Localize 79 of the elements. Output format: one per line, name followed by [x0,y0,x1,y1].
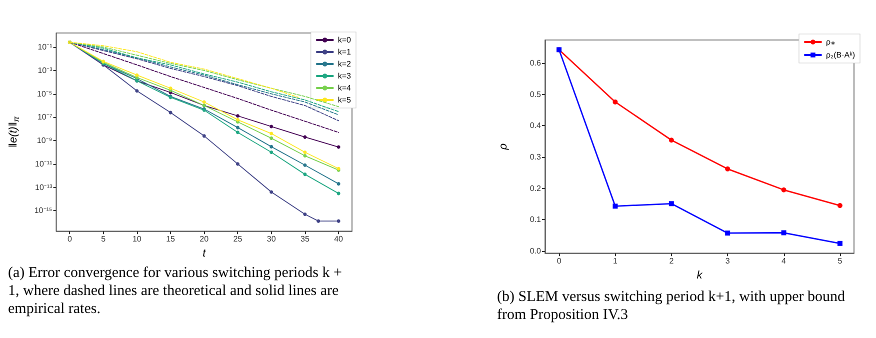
y-tick-label: 10⁻¹³ [35,182,53,192]
point [270,150,274,154]
point [837,240,842,246]
point [781,187,786,192]
y-tick-label: 0.0 [530,246,542,256]
point [781,230,786,236]
y-tick-label: 0.2 [530,184,542,193]
y-tick-label: 0.6 [530,58,542,68]
x-axis-title: t [202,248,207,260]
y-axis-title: ‖e(t)‖π [8,116,21,148]
x-tick-label: 15 [166,234,176,244]
point [135,89,139,93]
y-tick-label: 10⁻¹⁵ [34,206,52,216]
point [668,201,674,206]
y-tick-label: 10⁻⁷ [37,112,52,122]
y-tick-label: 0.4 [530,121,542,130]
x-axis-title: k [696,270,703,282]
point [725,166,730,172]
point [236,126,240,130]
x-tick-label: 40 [334,234,344,244]
legend-label: k=2 [338,60,352,68]
legend-label: k=3 [338,72,352,80]
y-tick-label: 10⁻⁹ [36,136,52,146]
point [303,150,307,154]
x-tick-label: 20 [200,234,210,244]
y-axis-title: ρ [498,143,510,151]
x-tick-label: 1 [613,256,618,266]
point [270,124,274,128]
x-tick-label: 2 [669,256,674,266]
point [236,162,240,166]
y-tick-label: 10⁻¹¹ [35,159,53,168]
point [236,114,240,118]
x-tick-label: 5 [101,234,106,244]
point [837,203,842,208]
point [303,154,307,158]
point [336,145,340,149]
y-tick-label: 0.3 [530,152,542,162]
point [668,138,674,143]
point [316,219,320,223]
point [270,190,274,194]
point [270,132,274,136]
x-tick-label: 10 [132,234,142,244]
x-tick-label: 4 [782,256,787,266]
x-tick-label: 3 [725,256,730,266]
point [336,192,340,196]
x-tick-label: 0 [67,234,72,244]
point [168,86,172,90]
y-tick-label: 10⁻¹ [38,42,53,52]
point [303,135,307,139]
x-tick-label: 30 [266,234,276,244]
point [236,130,240,134]
point [270,136,274,140]
y-tick-label: 0.1 [530,215,542,224]
point [303,172,307,176]
point [270,144,274,148]
point [336,219,340,223]
legend-label: k=0 [338,36,352,44]
legend-label: k=5 [338,96,352,104]
point [202,100,206,104]
point [303,212,307,216]
y-tick-label: 10⁻³ [38,66,53,75]
y-tick-label: 10⁻⁵ [37,89,52,98]
text: (b) SLEM versus switching period k+1, with upper bound from Proposition IV.3 [497,288,846,324]
x-tick-label: 25 [233,234,243,244]
x-tick-label: 0 [556,256,562,266]
point [336,182,340,186]
point [135,73,139,77]
y-tick-label: 0.5 [530,90,542,99]
point [202,134,206,138]
point [725,230,730,236]
legend-label: k=4 [338,84,352,92]
point [612,204,618,209]
point [303,163,307,167]
x-tick-label: 5 [838,256,843,266]
text: (a) Error convergence for various switching periods k + 1, where dashed lines are theoretical and solid lines are empirical rates. [8,264,343,318]
x-tick-label: 35 [300,234,310,244]
legend-label: k=1 [338,48,352,56]
legend-label: ρ₂(B·Aᵏ) [826,50,856,60]
point [612,99,618,104]
